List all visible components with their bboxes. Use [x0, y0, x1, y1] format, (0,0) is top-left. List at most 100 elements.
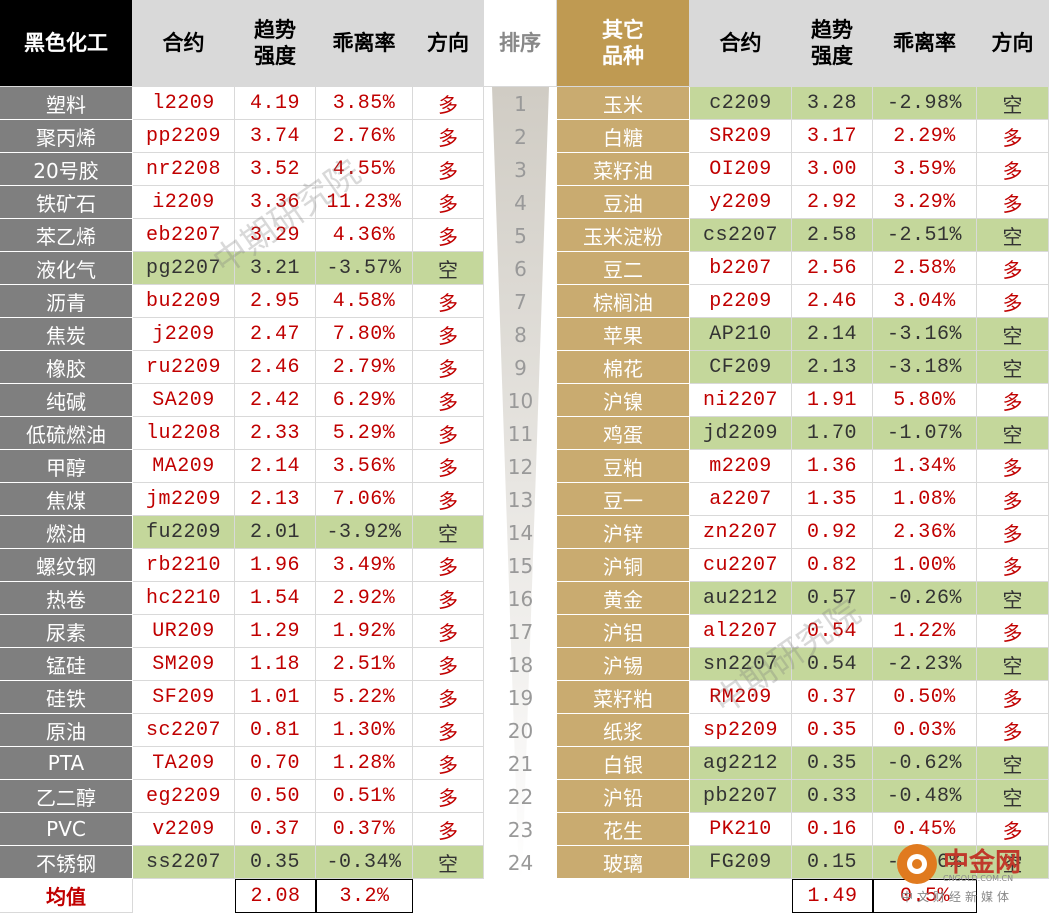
header-cell: 其它 品种	[557, 0, 690, 87]
trend-strength: 0.37	[792, 681, 873, 714]
direction: 多	[413, 813, 484, 846]
rank: 17	[507, 619, 534, 644]
header-cell: 趋势 强度	[792, 0, 873, 87]
header-line: 强度	[254, 44, 296, 68]
rank: 11	[507, 421, 534, 446]
rank: 3	[514, 157, 527, 182]
rank: 18	[507, 652, 534, 677]
variety-name: 沪铝	[557, 615, 690, 648]
deviation-rate: 0.45%	[873, 813, 977, 846]
direction: 多	[977, 813, 1049, 846]
direction: 多	[977, 252, 1049, 285]
variety-name: 橡胶	[0, 351, 133, 384]
rank: 14	[507, 520, 534, 545]
trend-strength: 3.00	[792, 153, 873, 186]
contract: cu2207	[690, 549, 792, 582]
contract: v2209	[133, 813, 235, 846]
contract: jd2209	[690, 417, 792, 450]
variety-name: 沪锌	[557, 516, 690, 549]
trend-strength: 2.92	[792, 186, 873, 219]
trend-strength: 3.21	[235, 252, 316, 285]
variety-name: 螺纹钢	[0, 549, 133, 582]
variety-name: 豆二	[557, 252, 690, 285]
variety-name: 液化气	[0, 252, 133, 285]
contract: ss2207	[133, 846, 235, 879]
deviation-rate: -0.62%	[873, 747, 977, 780]
variety-name: 纯碱	[0, 384, 133, 417]
deviation-rate: 3.56%	[316, 450, 413, 483]
variety-name: 豆油	[557, 186, 690, 219]
deviation-rate: 3.49%	[316, 549, 413, 582]
direction: 多	[413, 483, 484, 516]
rank: 24	[507, 850, 534, 875]
mean-label: 均值	[0, 879, 133, 913]
trend-strength: 0.70	[235, 747, 316, 780]
variety-name: 玉米淀粉	[557, 219, 690, 252]
direction: 多	[413, 780, 484, 813]
contract: j2209	[133, 318, 235, 351]
deviation-rate: 1.08%	[873, 483, 977, 516]
deviation-rate: -2.51%	[873, 219, 977, 252]
direction: 多	[977, 483, 1049, 516]
variety-name: 原油	[0, 714, 133, 747]
rank: 4	[514, 190, 527, 215]
direction: 空	[413, 846, 484, 879]
trend-strength: 1.70	[792, 417, 873, 450]
contract: OI209	[690, 153, 792, 186]
variety-name: 铁矿石	[0, 186, 133, 219]
trend-strength: 0.35	[792, 747, 873, 780]
variety-name: 花生	[557, 813, 690, 846]
contract: AP210	[690, 318, 792, 351]
deviation-rate: 2.92%	[316, 582, 413, 615]
header-cell: 方向	[977, 0, 1049, 87]
direction: 多	[977, 153, 1049, 186]
rank: 23	[507, 817, 534, 842]
direction: 多	[977, 120, 1049, 153]
trend-strength: 3.52	[235, 153, 316, 186]
direction: 空	[977, 351, 1049, 384]
direction: 空	[977, 219, 1049, 252]
contract: c2209	[690, 87, 792, 120]
deviation-rate: 6.29%	[316, 384, 413, 417]
contract: eb2207	[133, 219, 235, 252]
trend-strength: 3.17	[792, 120, 873, 153]
header-cell: 方向	[413, 0, 484, 87]
variety-name: 甲醇	[0, 450, 133, 483]
direction: 多	[977, 516, 1049, 549]
rank: 2	[514, 124, 527, 149]
direction: 多	[413, 285, 484, 318]
rank: 16	[507, 586, 534, 611]
rank: 6	[514, 256, 527, 281]
contract: PK210	[690, 813, 792, 846]
variety-name: 20号胶	[0, 153, 133, 186]
variety-name: 玻璃	[557, 846, 690, 879]
variety-name: 白糖	[557, 120, 690, 153]
contract: MA209	[133, 450, 235, 483]
variety-name: 沪镍	[557, 384, 690, 417]
variety-name: 塑料	[0, 87, 133, 120]
contract: lu2208	[133, 417, 235, 450]
direction: 多	[413, 747, 484, 780]
trend-strength: 0.35	[792, 714, 873, 747]
variety-name: 乙二醇	[0, 780, 133, 813]
trend-strength: 2.95	[235, 285, 316, 318]
contract: eg2209	[133, 780, 235, 813]
contract: fu2209	[133, 516, 235, 549]
trend-strength: 0.92	[792, 516, 873, 549]
deviation-rate: -3.16%	[873, 318, 977, 351]
trend-strength: 1.01	[235, 681, 316, 714]
trend-strength: 0.50	[235, 780, 316, 813]
trend-strength: 3.36	[235, 186, 316, 219]
header-line: 品种	[602, 44, 644, 68]
contract: ag2212	[690, 747, 792, 780]
contract: ni2207	[690, 384, 792, 417]
contract: b2207	[690, 252, 792, 285]
deviation-rate: 2.79%	[316, 351, 413, 384]
trend-strength: 3.29	[235, 219, 316, 252]
deviation-rate: 2.76%	[316, 120, 413, 153]
deviation-rate: 5.29%	[316, 417, 413, 450]
variety-name: 不锈钢	[0, 846, 133, 879]
rank: 12	[507, 454, 534, 479]
deviation-rate: 7.80%	[316, 318, 413, 351]
trend-strength: 0.54	[792, 615, 873, 648]
